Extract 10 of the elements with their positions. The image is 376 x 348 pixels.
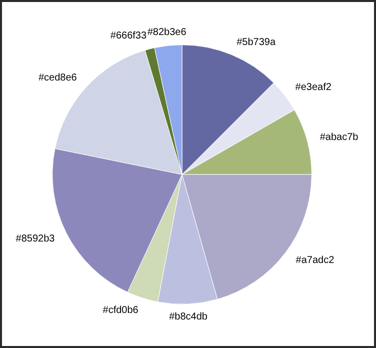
slice-label: #8592b3 bbox=[16, 233, 56, 244]
slice-label: #abac7b bbox=[320, 132, 359, 144]
slice-label: #b8c4db bbox=[169, 312, 208, 323]
slice-label: #a7adc2 bbox=[296, 255, 335, 266]
slice-label: #5b739a bbox=[236, 37, 276, 48]
slice-label: #666f33 bbox=[110, 30, 147, 42]
slice-label: #e3eaf2 bbox=[295, 82, 332, 94]
slice-label: #cfd0b6 bbox=[102, 304, 139, 316]
slice-label: #ced8e6 bbox=[38, 72, 78, 84]
slice-label: #82b3e6 bbox=[147, 26, 187, 38]
